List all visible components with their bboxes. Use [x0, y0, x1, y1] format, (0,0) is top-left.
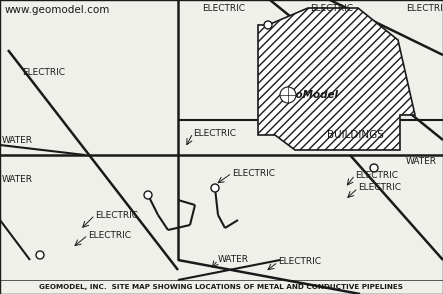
- Text: ELECTRIC: ELECTRIC: [202, 4, 245, 13]
- Circle shape: [370, 164, 378, 172]
- Text: ELECTRIC: ELECTRIC: [88, 230, 131, 240]
- Text: GeoModel: GeoModel: [281, 90, 339, 100]
- Circle shape: [36, 251, 44, 259]
- Circle shape: [280, 87, 296, 103]
- Text: ELECTRIC: ELECTRIC: [95, 211, 138, 220]
- Text: ELECTRIC: ELECTRIC: [310, 4, 353, 13]
- Circle shape: [211, 184, 219, 192]
- Text: ELECTRIC: ELECTRIC: [193, 128, 236, 138]
- Text: BUILDINGS: BUILDINGS: [326, 130, 384, 140]
- Text: ELECTRIC: ELECTRIC: [355, 171, 398, 180]
- Circle shape: [144, 191, 152, 199]
- Text: GEOMODEL, INC.  SITE MAP SHOWING LOCATIONS OF METAL AND CONDUCTIVE PIPELINES: GEOMODEL, INC. SITE MAP SHOWING LOCATION…: [39, 284, 404, 290]
- Text: ELECTRIC: ELECTRIC: [232, 168, 275, 178]
- Text: WATER: WATER: [218, 255, 249, 265]
- Text: WATER: WATER: [2, 136, 33, 145]
- Text: ELECTRIC: ELECTRIC: [278, 258, 321, 266]
- Text: www.geomodel.com: www.geomodel.com: [5, 5, 110, 15]
- Text: ELECTRIC: ELECTRIC: [406, 4, 443, 13]
- Text: ELECTRIC: ELECTRIC: [358, 183, 401, 193]
- Circle shape: [264, 21, 272, 29]
- Text: WATER: WATER: [406, 158, 437, 166]
- Text: WATER: WATER: [2, 175, 33, 184]
- Polygon shape: [258, 8, 415, 150]
- Text: ELECTRIC: ELECTRIC: [22, 68, 65, 77]
